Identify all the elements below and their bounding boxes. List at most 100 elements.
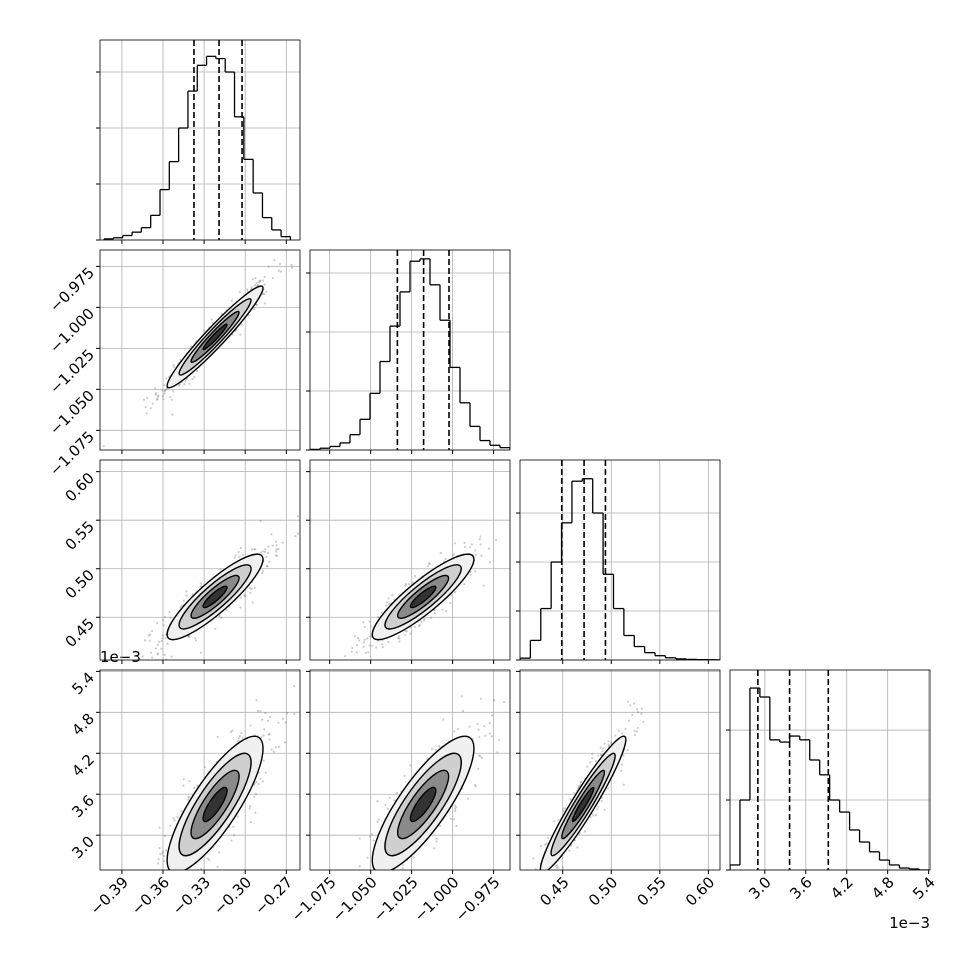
panel (96, 39, 301, 244)
sample-point (170, 655, 173, 658)
sample-point (547, 873, 549, 875)
sample-point (254, 792, 258, 796)
sample-point (261, 570, 265, 573)
sample-point (599, 753, 603, 757)
sample-point (561, 866, 565, 869)
sample-point (355, 643, 359, 647)
sample-point (239, 596, 242, 599)
sample-point (622, 754, 625, 757)
sample-point (418, 623, 422, 627)
x-tick-label: −0.975 (452, 873, 504, 925)
sample-point (474, 785, 477, 788)
sample-point (160, 647, 163, 650)
sample-point (484, 734, 487, 737)
sample-point (154, 873, 156, 875)
sample-point (270, 533, 273, 536)
x-tick-label: −1.075 (288, 873, 340, 925)
sample-point (496, 751, 499, 754)
sample-point (387, 880, 389, 882)
sample-point (154, 392, 158, 395)
sample-point (627, 719, 631, 722)
sample-point (182, 778, 185, 781)
sample-point (271, 544, 274, 547)
sample-point (281, 717, 285, 720)
sample-point (164, 637, 167, 640)
sample-point (102, 445, 105, 448)
x-tick-label: 4.2 (827, 873, 857, 903)
sample-point (409, 632, 412, 635)
sample-point (162, 398, 165, 401)
sample-point (362, 668, 364, 670)
sample-point (266, 719, 270, 722)
x-tick-label: −1.050 (329, 873, 381, 925)
histogram (520, 478, 720, 660)
sample-point (162, 618, 165, 622)
sample-point (404, 633, 407, 637)
sample-point (187, 635, 190, 638)
sample-point (240, 323, 243, 326)
sample-point (626, 748, 629, 752)
sample-point (157, 394, 160, 397)
sample-point (468, 725, 471, 728)
sample-point (479, 697, 483, 700)
x-tick-label: −0.39 (87, 873, 132, 918)
sample-point (470, 543, 473, 546)
sample-point (589, 761, 592, 764)
sample-point (591, 753, 594, 756)
sample-point (156, 653, 159, 656)
sample-point (391, 593, 394, 597)
sample-point (405, 630, 408, 633)
sample-point (249, 724, 252, 727)
sample-point (243, 594, 246, 597)
sample-point (477, 767, 480, 771)
sample-point (193, 375, 196, 379)
sample-point (633, 730, 636, 733)
sample-point (635, 730, 638, 733)
sample-point (418, 625, 421, 628)
sample-point (488, 732, 491, 735)
sample-point (225, 608, 228, 611)
contour (202, 585, 228, 609)
sample-point (411, 581, 414, 584)
sample-point (601, 747, 605, 750)
sample-point (255, 281, 258, 284)
sample-point (147, 634, 151, 637)
panel-frame (99, 669, 301, 871)
sample-point (250, 286, 253, 289)
x-tick-label: −0.30 (210, 873, 255, 918)
sample-point (274, 554, 277, 557)
sample-point (145, 412, 148, 415)
sample-point (182, 784, 185, 787)
sample-point (480, 756, 483, 759)
sample-point (238, 734, 241, 738)
sample-point (380, 611, 383, 614)
sample-point (268, 732, 271, 735)
sample-point (520, 902, 522, 904)
sample-point (637, 726, 640, 730)
sample-point (185, 881, 187, 883)
sample-point (263, 550, 267, 553)
sample-point (253, 795, 256, 798)
sample-point (384, 803, 387, 806)
sample-point (607, 743, 610, 746)
sample-point (182, 599, 185, 602)
sample-point (591, 756, 594, 760)
density (358, 695, 506, 882)
sample-point (149, 407, 152, 410)
sample-point (449, 817, 452, 820)
sample-point (597, 754, 600, 757)
sample-point (253, 586, 256, 589)
sample-point (533, 900, 535, 902)
sample-point (231, 333, 234, 336)
sample-point (433, 611, 436, 615)
panel (306, 459, 511, 670)
panel: −1.075−1.050−1.025−1.000−0.975 (46, 249, 301, 480)
sample-point (149, 651, 152, 654)
sample-point (629, 704, 632, 707)
sample-point (153, 387, 157, 390)
sample-point (220, 312, 223, 315)
sample-point (482, 584, 485, 587)
sample-point (468, 546, 472, 549)
contour (202, 323, 228, 351)
sample-point (220, 616, 223, 619)
